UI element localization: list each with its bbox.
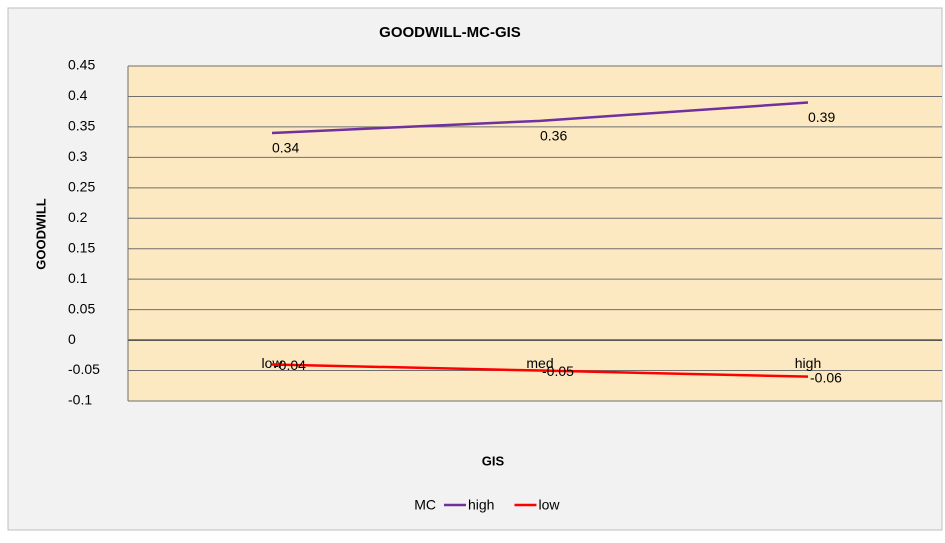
y-tick-label: -0.1 (68, 392, 92, 408)
x-tick-label: low (261, 355, 283, 371)
y-tick-label: 0.4 (68, 87, 88, 103)
y-tick-label: -0.05 (68, 361, 100, 377)
legend-title: MC (414, 497, 436, 513)
data-label: -0.06 (810, 369, 842, 385)
data-label: 0.34 (272, 140, 299, 156)
series-line (271, 101, 809, 135)
data-label: 0.39 (808, 109, 835, 125)
y-tick-label: 0.35 (68, 118, 95, 134)
data-label: 0.36 (540, 128, 567, 144)
data-label: -0.05 (542, 363, 574, 379)
y-axis-title: GOODWILL (33, 198, 48, 270)
x-axis-title: GIS (482, 453, 505, 468)
series-line (271, 363, 809, 378)
y-tick-label: 0 (68, 331, 76, 347)
y-tick-label: 0.2 (68, 209, 88, 225)
x-tick-label: high (795, 355, 821, 371)
y-tick-label: 0.45 (68, 57, 95, 73)
legend-label: low (538, 497, 560, 513)
y-tick-label: 0.1 (68, 270, 88, 286)
chart-title: GOODWILL-MC-GIS (379, 24, 521, 41)
y-tick-label: 0.3 (68, 148, 88, 164)
data-label: -0.04 (274, 357, 306, 373)
legend-label: high (468, 497, 494, 513)
y-tick-label: 0.15 (68, 239, 95, 255)
y-tick-label: 0.05 (68, 300, 95, 316)
y-tick-label: 0.25 (68, 179, 95, 195)
x-tick-label: med (526, 355, 553, 371)
